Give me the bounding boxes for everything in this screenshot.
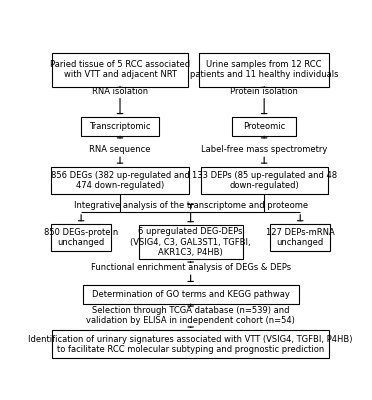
Text: Transcriptomic: Transcriptomic xyxy=(89,122,151,131)
FancyBboxPatch shape xyxy=(270,224,330,250)
FancyBboxPatch shape xyxy=(232,117,296,136)
Text: Label-free mass spectrometry: Label-free mass spectrometry xyxy=(201,144,327,154)
FancyBboxPatch shape xyxy=(52,330,329,358)
Text: Identification of urinary signatures associated with VTT (VSIG4, TGFBI, P4HB)
to: Identification of urinary signatures ass… xyxy=(28,334,353,354)
Text: RNA sequence: RNA sequence xyxy=(89,144,151,154)
Text: Proteomic: Proteomic xyxy=(243,122,285,131)
FancyBboxPatch shape xyxy=(52,53,188,86)
Text: 133 DEPs (85 up-regulated and 48
down-regulated): 133 DEPs (85 up-regulated and 48 down-re… xyxy=(192,171,337,190)
Text: Integrative analysis of the transcriptome and proteome: Integrative analysis of the transcriptom… xyxy=(74,200,308,210)
Text: Urine samples from 12 RCC
patients and 11 healthy individuals: Urine samples from 12 RCC patients and 1… xyxy=(190,60,339,79)
Text: Functional enrichment analysis of DEGs & DEPs: Functional enrichment analysis of DEGs &… xyxy=(91,263,291,272)
FancyBboxPatch shape xyxy=(199,53,329,86)
Text: Selection through TCGA database (n=539) and
validation by ELISA in independent c: Selection through TCGA database (n=539) … xyxy=(86,306,295,325)
Text: 6 upregulated DEG-DEPs
(VSIG4, C3, GAL3ST1, TGFBI,
AKR1C3, P4HB): 6 upregulated DEG-DEPs (VSIG4, C3, GAL3S… xyxy=(130,227,251,257)
FancyBboxPatch shape xyxy=(83,285,299,304)
Text: Protein isolation: Protein isolation xyxy=(230,87,298,96)
FancyBboxPatch shape xyxy=(201,166,328,194)
FancyBboxPatch shape xyxy=(81,117,159,136)
FancyBboxPatch shape xyxy=(139,225,243,259)
Text: 850 DEGs-protein
unchanged: 850 DEGs-protein unchanged xyxy=(44,228,118,247)
FancyBboxPatch shape xyxy=(51,224,111,250)
FancyBboxPatch shape xyxy=(51,166,189,194)
Text: Determination of GO terms and KEGG pathway: Determination of GO terms and KEGG pathw… xyxy=(92,290,289,299)
Text: 856 DEGs (382 up-regulated and
474 down-regulated): 856 DEGs (382 up-regulated and 474 down-… xyxy=(51,171,189,190)
Text: 127 DEPs-mRNA
unchanged: 127 DEPs-mRNA unchanged xyxy=(266,228,334,247)
Text: Paried tissue of 5 RCC associated
with VTT and adjacent NRT: Paried tissue of 5 RCC associated with V… xyxy=(50,60,190,79)
Text: RNA isolation: RNA isolation xyxy=(92,87,148,96)
